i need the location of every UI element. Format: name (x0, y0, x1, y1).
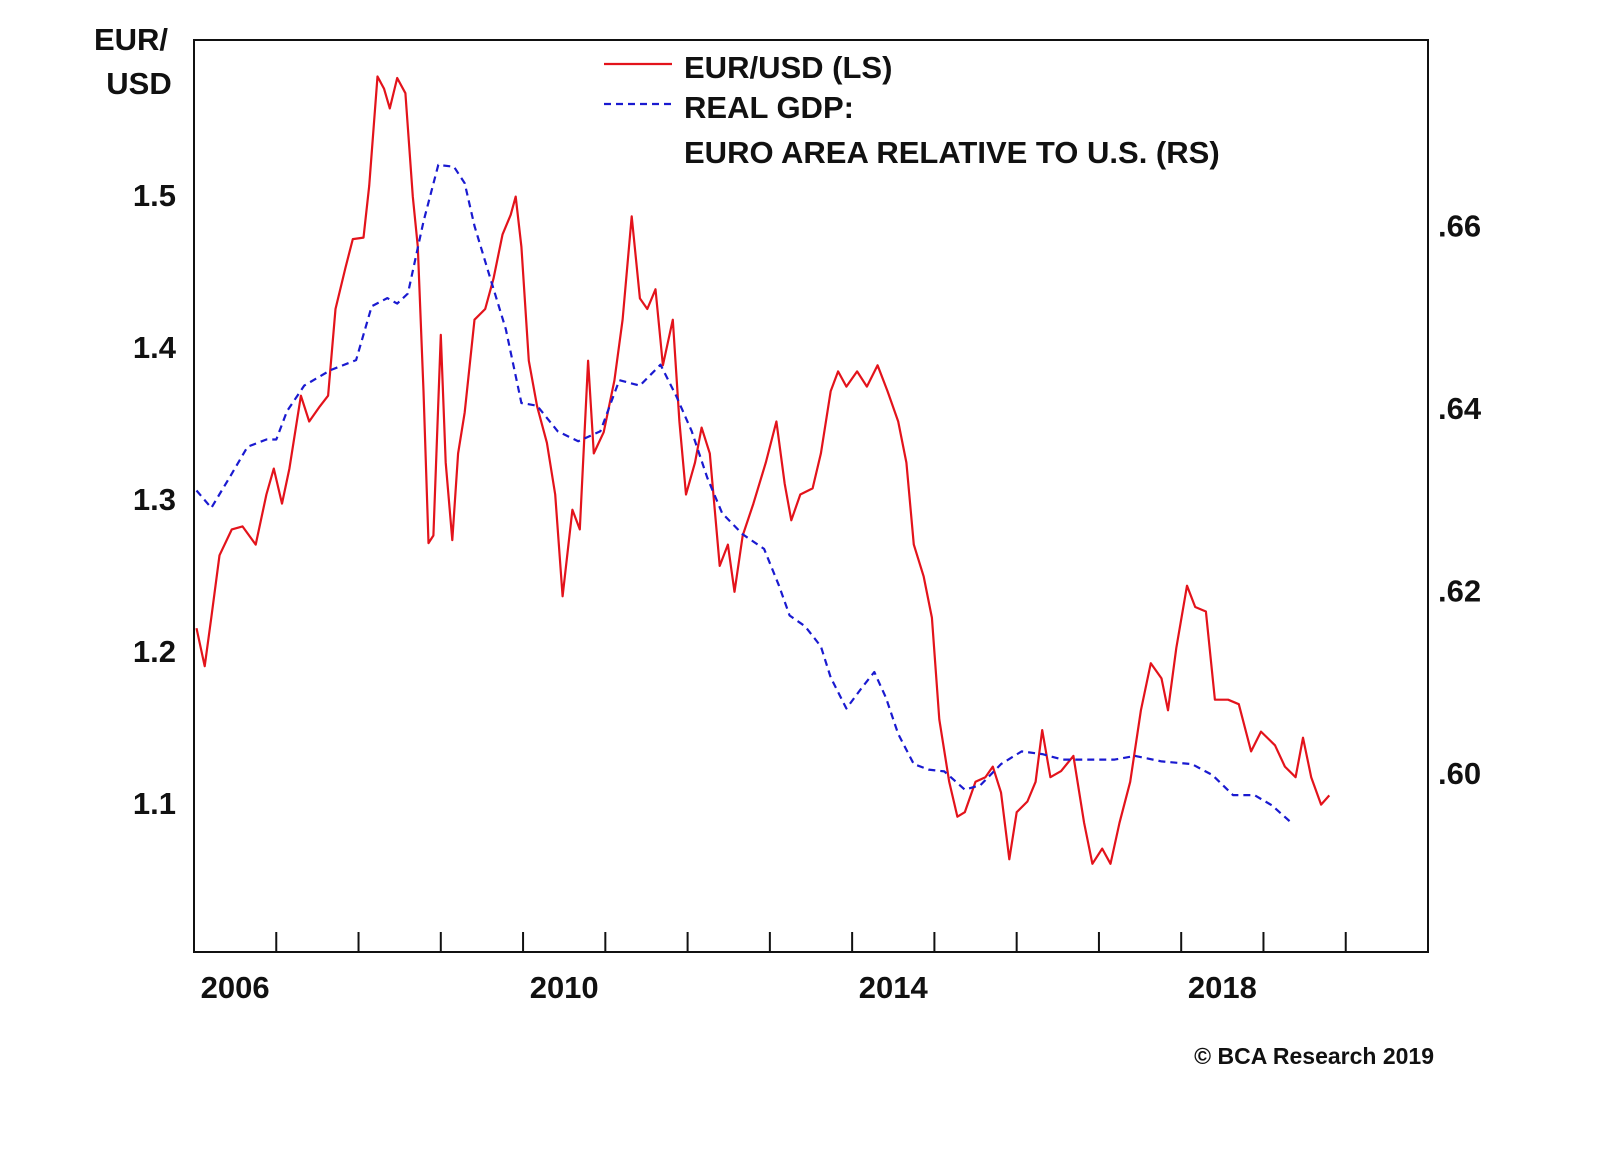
legend-label: EURO AREA RELATIVE TO U.S. (RS) (684, 135, 1220, 170)
y-tick-label: 1.4 (133, 330, 177, 365)
y2-tick-label: .62 (1438, 573, 1481, 608)
legend-label: REAL GDP: (684, 90, 854, 125)
series-line (195, 75, 1331, 865)
plot-frame (193, 39, 1429, 953)
y-tick-label: 1.3 (133, 482, 176, 517)
y2-tick-label: .60 (1438, 756, 1481, 791)
y2-tick-label: .66 (1438, 209, 1481, 244)
source-note: © BCA Research 2019 (1194, 1043, 1434, 1069)
legend-label: EUR/USD (LS) (684, 50, 892, 85)
series-line (195, 163, 1294, 826)
x-tick-label: 2006 (201, 970, 270, 1005)
y-axis-label: EUR/ (94, 22, 168, 57)
x-tick-label: 2014 (859, 970, 929, 1005)
y-tick-label: 1.5 (133, 178, 176, 213)
y-axis-label: USD (106, 66, 171, 101)
x-tick-label: 2018 (1188, 970, 1257, 1005)
x-tick-label: 2010 (530, 970, 599, 1005)
y-tick-label: 1.1 (133, 786, 176, 821)
y-tick-label: 1.2 (133, 634, 176, 669)
y2-tick-label: .64 (1438, 391, 1482, 426)
